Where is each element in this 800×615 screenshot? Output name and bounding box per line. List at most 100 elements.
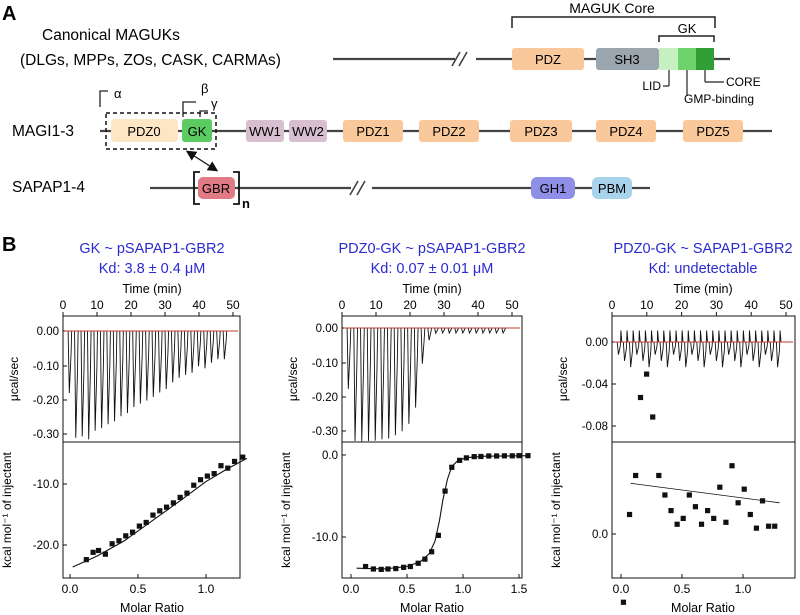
isotherm-data-point	[240, 454, 246, 460]
isotherm-data-point	[457, 457, 463, 463]
sapap-gbr-domain	[198, 177, 235, 199]
isotherm-data-point	[123, 533, 129, 539]
alpha-label: α	[114, 86, 122, 101]
isotherm-fit-line	[356, 455, 531, 570]
isotherm-data-point	[415, 560, 421, 566]
isotherm-data-point	[753, 525, 760, 531]
isotherm-data-point	[218, 463, 224, 469]
time-axis-label: Time (min)	[122, 282, 181, 296]
isotherm-data-point	[698, 521, 705, 527]
isotherm-data-point	[501, 453, 508, 459]
magi-ww1-label: WW1	[249, 124, 281, 139]
sapap-gh1-label: GH1	[540, 181, 567, 196]
thermogram-trace	[614, 330, 793, 368]
itc-kd: Kd: 0.07 ± 0.01 μM	[371, 261, 494, 277]
magi-gk-label: GK	[188, 124, 207, 139]
isotherm-data-point	[163, 504, 170, 510]
thermogram-ytick-label: -0.20	[312, 392, 338, 404]
magi-pdz2-domain	[419, 120, 479, 142]
isotherm-data-point	[626, 511, 633, 518]
isotherm-data-point	[674, 521, 680, 527]
isotherm-data-point	[422, 556, 428, 562]
magi-pdz3-label: PDZ3	[524, 124, 557, 139]
isotherm-data-point	[136, 523, 142, 529]
magi-pdz1-domain	[343, 120, 403, 142]
itc-panel-2: PDZ0-GK ~ pSAPAP1-GBR2 Kd: 0.07 ± 0.01 μM…	[279, 241, 531, 615]
isotherm-data-point	[370, 566, 376, 572]
isotherm-data-point	[692, 504, 699, 510]
thermogram-ytick-label: -0.30	[33, 429, 59, 441]
itc-title: PDZ0-GK ~ pSAPAP1-GBR2	[338, 241, 525, 257]
time-tick-label: 20	[124, 298, 138, 312]
isotherm-data-point	[102, 551, 108, 557]
time-tick-label: 30	[710, 298, 724, 312]
canonical-pdz-label: PDZ	[535, 52, 561, 67]
isotherm-data-point	[197, 477, 204, 483]
molar-ratio-tick-label: 0.0	[62, 582, 79, 596]
magi-pdz5-label: PDZ5	[696, 124, 729, 139]
molar-ratio-tick-label: 1.0	[198, 582, 215, 596]
thermogram-ytick-label: -0.08	[582, 421, 608, 433]
pdz0-gk-dashed-box	[105, 112, 217, 150]
isotherm-data-point	[204, 473, 210, 479]
magi-ww2-label: WW2	[292, 124, 324, 139]
break-mark	[451, 51, 461, 67]
isotherm-data-point	[644, 371, 650, 377]
thermogram-ytick-label: -0.04	[582, 379, 609, 391]
isotherm-ylabel: kcal mol⁻¹ of injectant	[549, 451, 563, 567]
thermogram-trace	[344, 327, 520, 442]
sapap-pbm-label: PBM	[598, 181, 626, 196]
isotherm-ytick-label: -20.0	[33, 540, 59, 552]
itc-panel-3: PDZ0-GK ~ SAPAP1-GBR2 Kd: undetectable Tim…	[549, 241, 796, 615]
magi-pdz1-label: PDZ1	[356, 124, 389, 139]
thermogram-ytick-label: -0.10	[33, 361, 59, 373]
isotherm-data-point	[735, 500, 741, 506]
time-tick-label: 20	[675, 298, 689, 312]
thermogram-ytick-label: 0.00	[586, 337, 608, 349]
time-tick-label: 50	[779, 298, 793, 312]
thermogram-ylabel: μcal/sec	[556, 357, 570, 401]
isotherm-data-point	[478, 453, 484, 460]
isotherm-ytick-label: -10.0	[312, 532, 338, 544]
isotherm-data-point	[637, 394, 644, 401]
molar-ratio-tick-label: 0.5	[399, 582, 416, 596]
isotherm-fit-line	[72, 457, 248, 568]
gmp-label: GMP-binding	[684, 92, 754, 106]
magi-gk-domain	[182, 119, 212, 142]
repeat-bracket-left	[193, 171, 200, 205]
isotherm-data-point	[711, 515, 717, 521]
isotherm-data-point	[211, 471, 217, 477]
magi-ww1-domain	[246, 120, 284, 142]
gamma-label: γ	[211, 96, 218, 111]
canonical-pdz-domain	[512, 48, 584, 70]
molar-ratio-label: Molar Ratio	[400, 601, 464, 615]
magi-pdz3-domain	[510, 120, 572, 142]
isotherm-data-point	[494, 453, 500, 459]
panel-b-label: B	[2, 234, 16, 256]
binding-isotherm-frame	[62, 441, 241, 579]
thermogram-ytick-label: 0.00	[316, 323, 338, 335]
isotherm-data-point	[225, 465, 231, 471]
break-mark	[349, 180, 359, 196]
isotherm-data-point	[668, 508, 674, 514]
isotherm-data-point	[184, 490, 190, 496]
isotherm-data-point	[729, 463, 735, 469]
lid-label: LID	[642, 79, 661, 93]
time-tick-label: 30	[158, 298, 172, 312]
thermogram-ytick-label: 0.00	[37, 326, 59, 338]
time-tick-label: 40	[745, 298, 759, 312]
itc-panel-1: GK ~ pSAPAP1-GBR2 Kd: 3.8 ± 0.4 μM Time (m…	[0, 241, 248, 615]
isotherm-data-point	[449, 464, 455, 470]
thermogram-ytick-label: -0.10	[312, 358, 338, 370]
thermogram-trace	[65, 330, 238, 440]
magi-pdz0-domain	[111, 119, 178, 142]
binding-arrow	[185, 150, 219, 172]
isotherm-ylabel: kcal mol⁻¹ of injectant	[0, 451, 14, 567]
gk-bracket	[658, 35, 715, 42]
isotherm-data-point	[170, 500, 176, 506]
isotherm-data-point	[393, 565, 399, 572]
canonical-members: (DLGs, MPPs, ZOs, CASK, CARMAs)	[20, 52, 281, 69]
isotherm-data-point	[362, 563, 369, 570]
time-tick-label: 10	[640, 298, 654, 312]
isotherm-data-point	[429, 549, 435, 555]
